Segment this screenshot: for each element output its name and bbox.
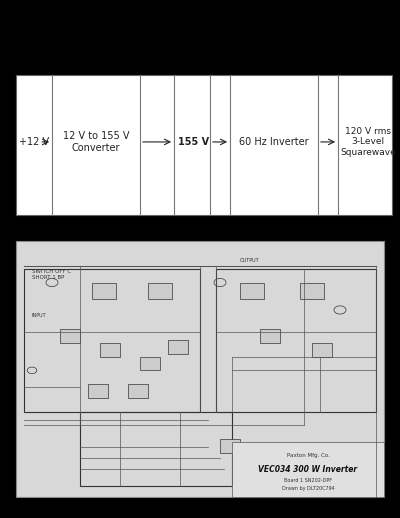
Text: INPUT: INPUT	[32, 313, 47, 318]
Text: 12 V to 155 V
Converter: 12 V to 155 V Converter	[63, 131, 129, 153]
Bar	[148, 282, 172, 299]
Bar	[216, 269, 376, 411]
Text: OUTPUT: OUTPUT	[240, 258, 260, 263]
Bar	[92, 282, 116, 299]
Bar	[88, 384, 108, 398]
Bar	[220, 439, 240, 453]
Text: VEC034 300 W Inverter: VEC034 300 W Inverter	[258, 465, 358, 473]
Text: 155 V: 155 V	[178, 137, 209, 147]
Text: Board 1 SN202-DPF: Board 1 SN202-DPF	[284, 478, 332, 483]
Text: 60 Hz Inverter: 60 Hz Inverter	[239, 137, 309, 147]
Text: SWITCH OFF C
SHORT 1 BP: SWITCH OFF C SHORT 1 BP	[32, 269, 71, 280]
Bar	[300, 282, 324, 299]
Bar	[24, 269, 200, 411]
Bar	[100, 343, 120, 356]
Bar	[140, 356, 160, 370]
Bar	[80, 411, 232, 486]
Text: Paxton Mfg. Co.: Paxton Mfg. Co.	[286, 453, 330, 458]
Text: Drawn by DLT20C794: Drawn by DLT20C794	[282, 486, 334, 491]
Bar	[60, 329, 80, 343]
Bar	[232, 442, 384, 497]
Bar	[128, 384, 148, 398]
Text: 120 V rms
3-Level
Squarewave: 120 V rms 3-Level Squarewave	[340, 127, 396, 157]
Text: +12 V: +12 V	[19, 137, 49, 147]
Bar	[168, 340, 188, 354]
Bar	[260, 329, 280, 343]
Bar	[240, 282, 264, 299]
Bar	[312, 343, 332, 356]
